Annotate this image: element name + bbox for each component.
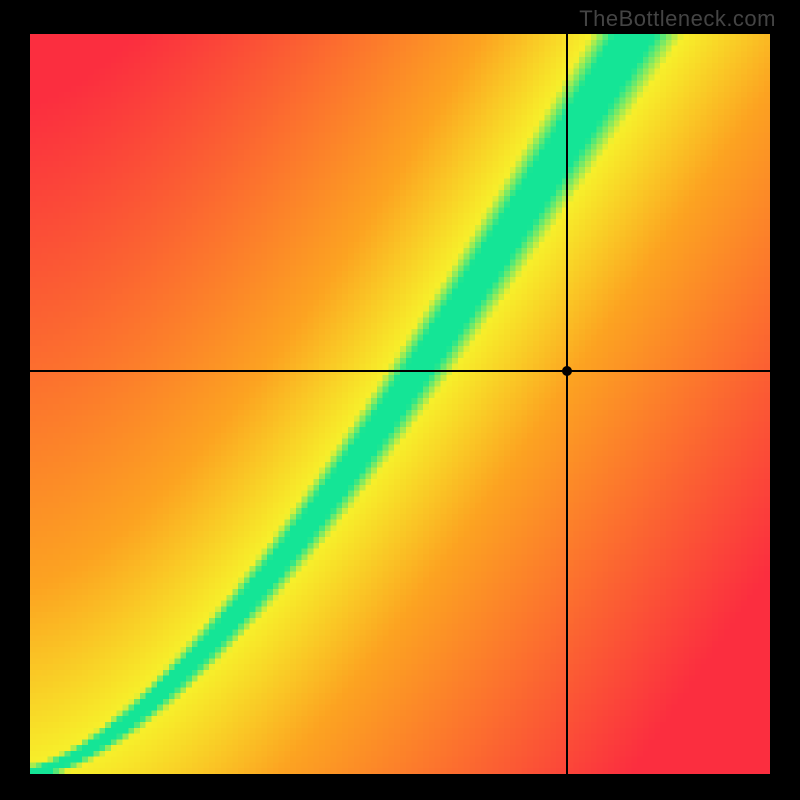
chart-container: TheBottleneck.com	[0, 0, 800, 800]
bottleneck-heatmap	[30, 34, 770, 774]
crosshair-horizontal	[30, 370, 770, 372]
crosshair-vertical	[566, 34, 568, 774]
marker-dot	[562, 366, 572, 376]
watermark-text: TheBottleneck.com	[579, 6, 776, 32]
